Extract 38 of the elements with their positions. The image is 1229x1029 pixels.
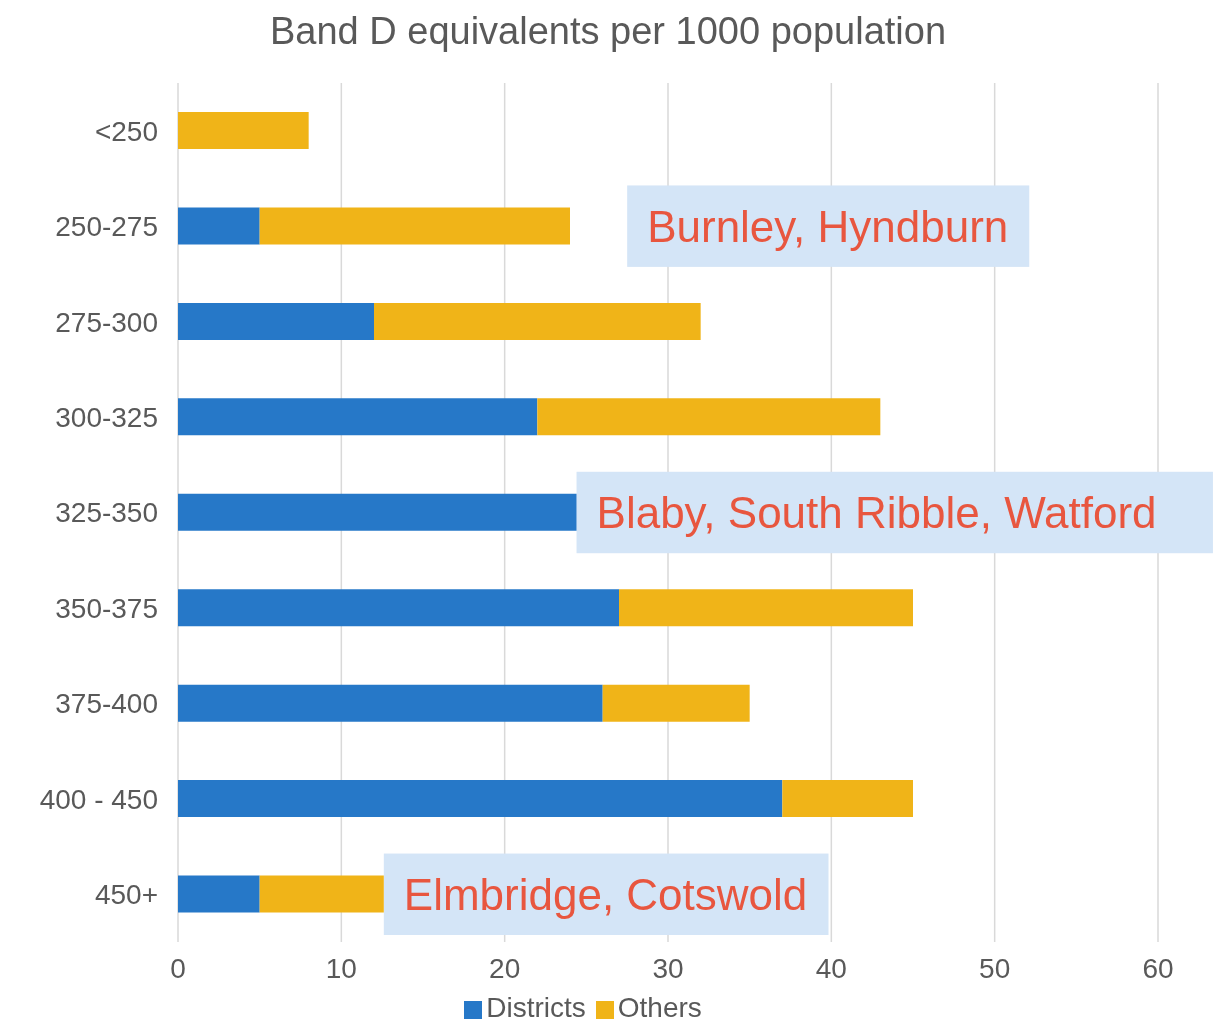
bar	[178, 112, 309, 149]
chart-title: Band D equivalents per 1000 population	[268, 10, 948, 53]
bar	[178, 875, 260, 913]
bar	[178, 302, 374, 340]
annotation: Burnley, Hyndburn	[647, 201, 1009, 251]
bar	[602, 684, 750, 722]
y-tick-label: 300-325	[55, 402, 158, 433]
y-tick-label: <250	[94, 115, 158, 147]
y-tick-label: 275-300	[55, 306, 158, 338]
bar	[259, 207, 570, 245]
bar	[619, 589, 913, 627]
x-tick-label: 50	[979, 952, 1011, 984]
bar	[178, 684, 603, 722]
bar	[537, 398, 881, 436]
bar	[782, 780, 913, 818]
y-tick-label: 250-275	[55, 211, 158, 243]
y-tick-label: 400 - 450	[39, 783, 158, 815]
x-tick-label: 0	[170, 952, 186, 984]
x-tick-label: 20	[489, 952, 521, 984]
bar	[178, 493, 577, 531]
annotation: Blaby, South Ribble, Watford	[596, 488, 1157, 537]
y-tick-label: 450+	[94, 879, 158, 911]
x-tick-label: 30	[652, 952, 684, 984]
bar	[374, 302, 701, 340]
bar	[178, 207, 260, 245]
legend-label: Others	[617, 992, 702, 1023]
y-tick-label: 350-375	[55, 592, 158, 624]
x-tick-label: 40	[815, 952, 847, 984]
bar	[178, 780, 783, 818]
legend-label: Districts	[486, 992, 586, 1023]
annotation: Elmbridge, Cotswold	[403, 869, 808, 919]
y-tick-label: 325-350	[55, 497, 158, 529]
x-tick-label: 60	[1142, 952, 1174, 984]
bar	[259, 875, 384, 913]
x-tick-label: 10	[325, 952, 357, 984]
bar	[178, 398, 538, 436]
y-tick-label: 375-400	[55, 688, 158, 720]
bar	[178, 589, 619, 627]
